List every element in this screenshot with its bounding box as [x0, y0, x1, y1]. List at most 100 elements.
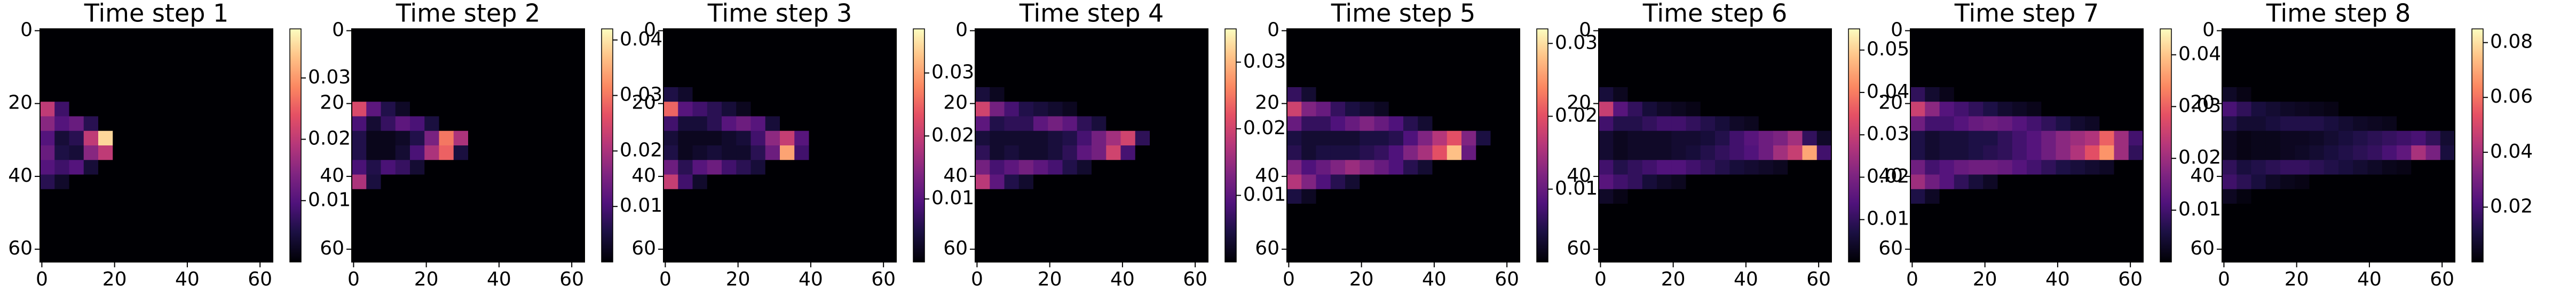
heatmap-cell [1627, 145, 1643, 160]
heatmap-cell [990, 116, 1005, 132]
heatmap-cell [113, 218, 128, 233]
heatmap-cell [881, 29, 897, 44]
heatmap-cell [1388, 145, 1404, 160]
heatmap-cell [1018, 189, 1034, 204]
heatmap-cell [570, 189, 585, 204]
heatmap-cell [1954, 72, 1969, 88]
heatmap-cell [2251, 247, 2266, 263]
heatmap-cell [141, 160, 157, 175]
heatmap-cell [113, 29, 128, 44]
heatmap-cell [2085, 43, 2100, 58]
heatmap-cell [439, 218, 454, 233]
heatmap-cell [707, 102, 722, 117]
heatmap-cell [1301, 145, 1316, 160]
heatmap-cell [1092, 174, 1107, 190]
heatmap-cell [1490, 72, 1506, 88]
heatmap-cell [526, 58, 541, 73]
heatmap-cell [1816, 174, 1832, 190]
heatmap-cell [780, 102, 795, 117]
heatmap-cell [1330, 130, 1346, 146]
heatmap-cell [722, 218, 737, 233]
heatmap-cell [1301, 102, 1316, 117]
heatmap-cell [2237, 233, 2251, 248]
heatmap-cell [1671, 145, 1686, 160]
heatmap-cell [1330, 29, 1346, 44]
heatmap-cell [1983, 43, 1998, 58]
heatmap-cell [1627, 130, 1643, 146]
heatmap-cell [1179, 29, 1194, 44]
heatmap-cell [867, 29, 882, 44]
heatmap-cell [1403, 116, 1418, 132]
heatmap-cell [395, 233, 410, 248]
heatmap-cell [1729, 102, 1744, 117]
y-tick-label: 40 [1567, 165, 1591, 187]
heatmap-cell [2440, 247, 2455, 263]
heatmap-cell [1686, 233, 1701, 248]
heatmap-cell [497, 72, 512, 88]
heatmap-cell [2295, 174, 2310, 190]
heatmap-cell [2056, 58, 2071, 73]
heatmap-cell [1969, 145, 1984, 160]
heatmap-cell [1657, 233, 1672, 248]
heatmap-cell [990, 189, 1005, 204]
colorbar-tick-label: 0.03 [2178, 95, 2221, 117]
heatmap-cell [1744, 218, 1759, 233]
heatmap-cell [2027, 160, 2042, 175]
heatmap-cell [2382, 87, 2397, 102]
heatmap-cell [1686, 130, 1701, 146]
heatmap-cell [2027, 72, 2042, 88]
heatmap-cell [2367, 43, 2383, 58]
heatmap-cell [439, 189, 454, 204]
heatmap-cell [1983, 102, 1998, 117]
heatmap-cell [2425, 145, 2441, 160]
heatmap-cell [468, 116, 483, 132]
heatmap-cell [141, 130, 157, 146]
heatmap-cell [1599, 145, 1614, 160]
heatmap-cell [200, 145, 215, 160]
heatmap-cell [1004, 247, 1020, 263]
heatmap-cell [2070, 218, 2085, 233]
heatmap-cell [1004, 102, 1020, 117]
heatmap-cell [1686, 87, 1701, 102]
heatmap-cell [2222, 102, 2237, 117]
heatmap-cell [1150, 218, 1165, 233]
heatmap-cell [127, 174, 143, 190]
heatmap-cell [2056, 102, 2071, 117]
heatmap-cell [1048, 189, 1063, 204]
heatmap-cell [2425, 43, 2441, 58]
heatmap-cell [497, 29, 512, 44]
heatmap-cell [2295, 160, 2310, 175]
heatmap-cell [113, 43, 128, 58]
heatmap-cell [1418, 87, 1433, 102]
heatmap-cell [1135, 58, 1150, 73]
heatmap-cell [2237, 29, 2251, 44]
heatmap-cell [1301, 218, 1316, 233]
heatmap-cell [453, 189, 469, 204]
heatmap-cell [1418, 189, 1433, 204]
heatmap-cell [1686, 189, 1701, 204]
heatmap-cell [678, 102, 693, 117]
heatmap-cell [229, 130, 244, 146]
heatmap-cell [113, 145, 128, 160]
heatmap-cell [1997, 87, 2013, 102]
heatmap-cell [1447, 29, 1462, 44]
heatmap-cell [40, 218, 55, 233]
heatmap-cell [2411, 160, 2426, 175]
heatmap-cell [1164, 218, 1179, 233]
y-tick-label: 20 [320, 92, 344, 114]
heatmap-cell [780, 116, 795, 132]
heatmap-cell [2056, 204, 2071, 219]
heatmap-cell [1954, 160, 1969, 175]
heatmap-cell [1374, 116, 1389, 132]
heatmap-cell [1505, 29, 1520, 44]
heatmap-cell [2012, 247, 2027, 263]
heatmap-cell [663, 247, 678, 263]
panel: Time step 60 20 40 6002040600.010.020.030.0… [1567, 0, 1909, 290]
heatmap-cell [1033, 87, 1048, 102]
heatmap-cell [1048, 43, 1063, 58]
heatmap-cell [555, 189, 571, 204]
heatmap-cell [1997, 116, 2013, 132]
colorbar-tick-label: 0.02 [1243, 117, 1286, 139]
heatmap-cell [2114, 72, 2129, 88]
heatmap-cell [2222, 29, 2237, 44]
